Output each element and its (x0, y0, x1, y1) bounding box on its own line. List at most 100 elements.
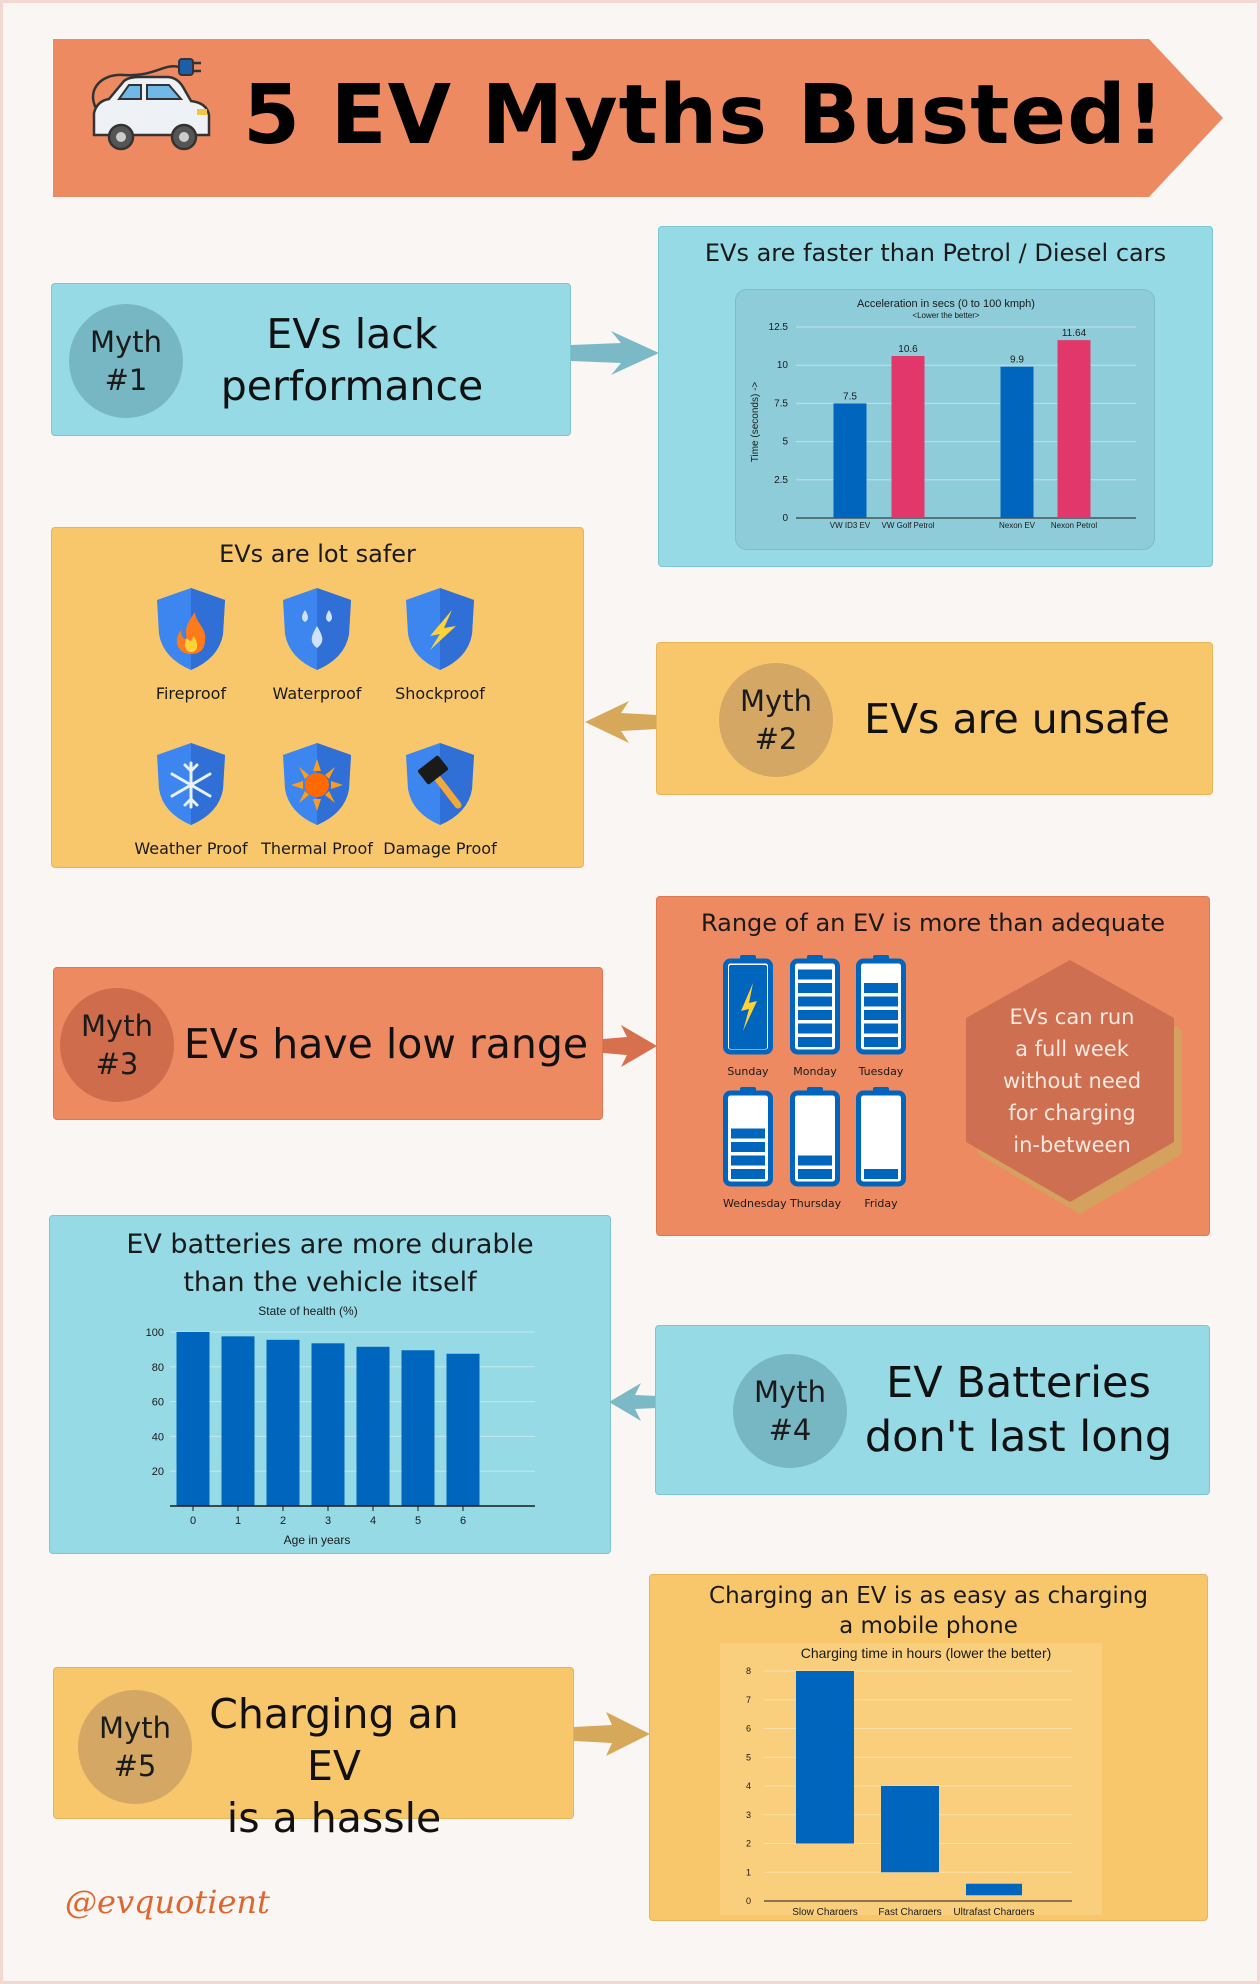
fact-charging-card: Charging an EV is as easy as charging a … (649, 1574, 1208, 1921)
bar (356, 1346, 390, 1506)
myth-5-badge: Myth #5 (78, 1690, 192, 1804)
safety-label: Fireproof (155, 684, 227, 703)
safety-item: Damage Proof (375, 739, 505, 858)
data-label: 10.6 (898, 344, 918, 355)
performance-chart-panel: Acceleration in secs (0 to 100 kmph) <Low… (735, 289, 1155, 550)
battery-icon (790, 1087, 840, 1187)
myth-1-card: Myth #1 EVs lack performance (51, 283, 571, 436)
myth-2-tag-line1: Myth (740, 684, 812, 718)
bar (891, 356, 925, 518)
myth-1-tag-line2: #1 (104, 363, 148, 397)
battery-day-label: Friday (864, 1197, 898, 1210)
lightning-shield-icon (406, 588, 474, 670)
battery-icon (856, 1087, 906, 1187)
y-tick-label: 8 (746, 1666, 751, 1676)
myth-3-text: EVs have low range (183, 1020, 589, 1068)
myth-1-tag-line1: Myth (90, 325, 162, 359)
fire-shield-icon (157, 588, 225, 670)
safety-label: Thermal Proof (261, 839, 373, 858)
safety-label: Shockproof (395, 684, 485, 703)
safety-label: Waterproof (272, 684, 362, 703)
fact-range-card: Range of an EV is more than adequate Sun… (656, 896, 1210, 1236)
x-tick-label: Nexon Petrol (1051, 521, 1097, 530)
myth-5-tag-line2: #5 (113, 1749, 157, 1783)
sun-shield-icon (283, 743, 351, 825)
myth-3-badge: Myth #3 (60, 988, 174, 1102)
myth-5-tag-line1: Myth (99, 1711, 171, 1745)
chart-title: State of health (%) (258, 1304, 357, 1318)
battery-day: Monday (790, 955, 840, 1078)
y-tick-label: 12.5 (769, 322, 789, 333)
bar (446, 1353, 480, 1506)
y-tick-label: 7 (746, 1695, 751, 1705)
bar (881, 1786, 939, 1873)
chart-title: Acceleration in secs (0 to 100 kmph) (857, 298, 1035, 310)
battery-icon (790, 955, 840, 1055)
safety-item: Fireproof (126, 584, 256, 703)
myth-3-tag-line2: #3 (95, 1047, 139, 1081)
x-tick-label: 3 (325, 1515, 331, 1527)
y-tick-label: 2.5 (774, 475, 788, 486)
y-tick-label: 2 (746, 1839, 751, 1849)
bar (833, 403, 867, 518)
car-plug-icon (91, 58, 211, 151)
x-tick-label: 5 (415, 1515, 421, 1527)
myth-4-tag-line2: #4 (768, 1413, 812, 1447)
battery-day: Wednesday (723, 1087, 787, 1210)
fact-performance-title: EVs are faster than Petrol / Diesel cars (704, 239, 1167, 267)
fact-durability-title: EV batteries are more durable than the v… (126, 1229, 534, 1298)
safety-item: Waterproof (252, 584, 382, 703)
fact-charging-title: Charging an EV is as easy as charging a … (709, 1583, 1148, 1639)
arrow-left-4 (609, 1383, 657, 1421)
fact-safety-title: EVs are lot safer (219, 540, 416, 568)
battery-day: Thursday (790, 1087, 841, 1210)
battery-icon (723, 955, 773, 1055)
x-tick-label: 2 (280, 1515, 286, 1527)
bar (311, 1343, 345, 1506)
battery-day-label: Monday (793, 1065, 837, 1078)
myth-4-text: EV Batteries don't last long (864, 1358, 1173, 1462)
y-tick-label: 60 (152, 1397, 164, 1409)
x-tick-label: Fast Chargers (878, 1907, 941, 1915)
arrow-left-2 (585, 701, 657, 743)
myth-1-badge: Myth #1 (69, 304, 183, 418)
safety-label: Weather Proof (134, 839, 248, 858)
battery-day: Friday (856, 1087, 906, 1210)
bar (966, 1883, 1022, 1896)
bar (221, 1336, 255, 1506)
y-tick-label: 6 (746, 1724, 751, 1734)
myth-2-badge: Myth #2 (719, 663, 833, 777)
battery-day: Sunday (723, 955, 773, 1078)
battery-health-chart: State of health (%) 20 40 60 80 100 0 1 2 3 4 5 6 Age… (146, 1304, 535, 1547)
chart-subtitle: <Lower the better> (912, 311, 979, 320)
y-tick-label: 20 (152, 1466, 164, 1478)
x-tick-label: 4 (370, 1515, 376, 1527)
myth-5-text: Charging an EV is a hassle (209, 1690, 459, 1842)
fact-safety-card: EVs are lot safer Fireproof Waterproof S… (51, 527, 584, 868)
arrow-right-5 (574, 1712, 650, 1756)
x-tick-label: VW ID3 EV (830, 521, 871, 530)
charging-time-chart: Charging time in hours (lower the better… (746, 1645, 1072, 1918)
y-tick-label: 1 (746, 1867, 751, 1877)
y-tick-label: 7.5 (774, 398, 788, 409)
battery-day-label: Tuesday (858, 1065, 904, 1078)
safety-item: Weather Proof (126, 739, 256, 858)
y-tick-label: 0 (746, 1896, 751, 1906)
safety-label: Damage Proof (383, 839, 497, 858)
y-tick-label: 5 (782, 437, 788, 448)
y-axis-label: Time (seconds) -> (750, 382, 761, 463)
snowflake-shield-icon (157, 743, 225, 825)
bar (266, 1339, 300, 1506)
myth-4-badge: Myth #4 (733, 1354, 847, 1468)
data-label: 7.5 (843, 391, 857, 402)
myth-4-tag-line1: Myth (754, 1375, 826, 1409)
data-label: 11.64 (1062, 328, 1087, 339)
acceleration-chart: Acceleration in secs (0 to 100 kmph)<Low… (750, 298, 1136, 530)
battery-icon (723, 1087, 773, 1187)
myth-1-text: EVs lack performance (220, 310, 484, 410)
data-label: 9.9 (1010, 355, 1024, 366)
bar (796, 1671, 854, 1844)
battery-day: Tuesday (856, 955, 906, 1078)
bar (1000, 366, 1034, 518)
myth-2-text: EVs are unsafe (864, 695, 1170, 743)
